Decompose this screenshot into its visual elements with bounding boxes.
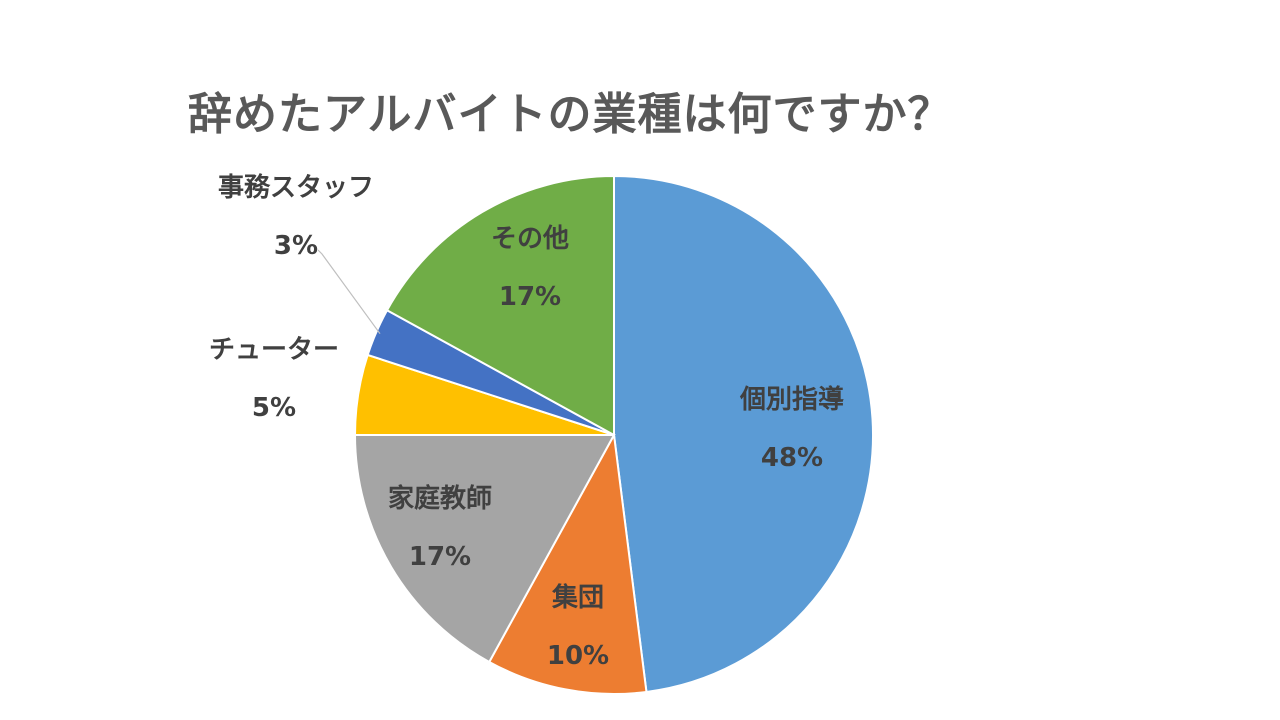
pie-slices <box>353 174 874 695</box>
pie-slice-2 <box>353 434 616 664</box>
pie-slice-5 <box>385 174 615 437</box>
pie-slice-1 <box>487 431 648 695</box>
slice-value-label-3: 5% <box>252 393 296 423</box>
slice-value-label-4: 3% <box>274 231 318 261</box>
slice-labels: 個別指導 48% 集団 10% 家庭教師 17% チューター 5% 事務スタッフ 3% その他 17% <box>209 173 844 671</box>
chart-title: 辞めたアルバイトの業種は何ですか？ <box>188 89 953 140</box>
leader-line <box>317 249 381 335</box>
slice-category-label-5: その他 <box>491 224 569 254</box>
leader-lines <box>317 249 381 335</box>
slice-value-label-1: 10% <box>547 641 609 671</box>
slice-value-label-2: 17% <box>409 542 471 572</box>
slice-category-label-3: チューター <box>209 335 339 365</box>
slice-category-label-0: 個別指導 <box>739 384 844 415</box>
slice-category-label-1: 集団 <box>551 582 604 613</box>
pie-slice-0 <box>613 174 874 694</box>
slice-category-label-2: 家庭教師 <box>388 483 492 514</box>
slice-category-label-4: 事務スタッフ <box>218 173 374 203</box>
slice-value-label-0: 48% <box>761 443 823 473</box>
slice-value-label-5: 17% <box>499 282 561 312</box>
